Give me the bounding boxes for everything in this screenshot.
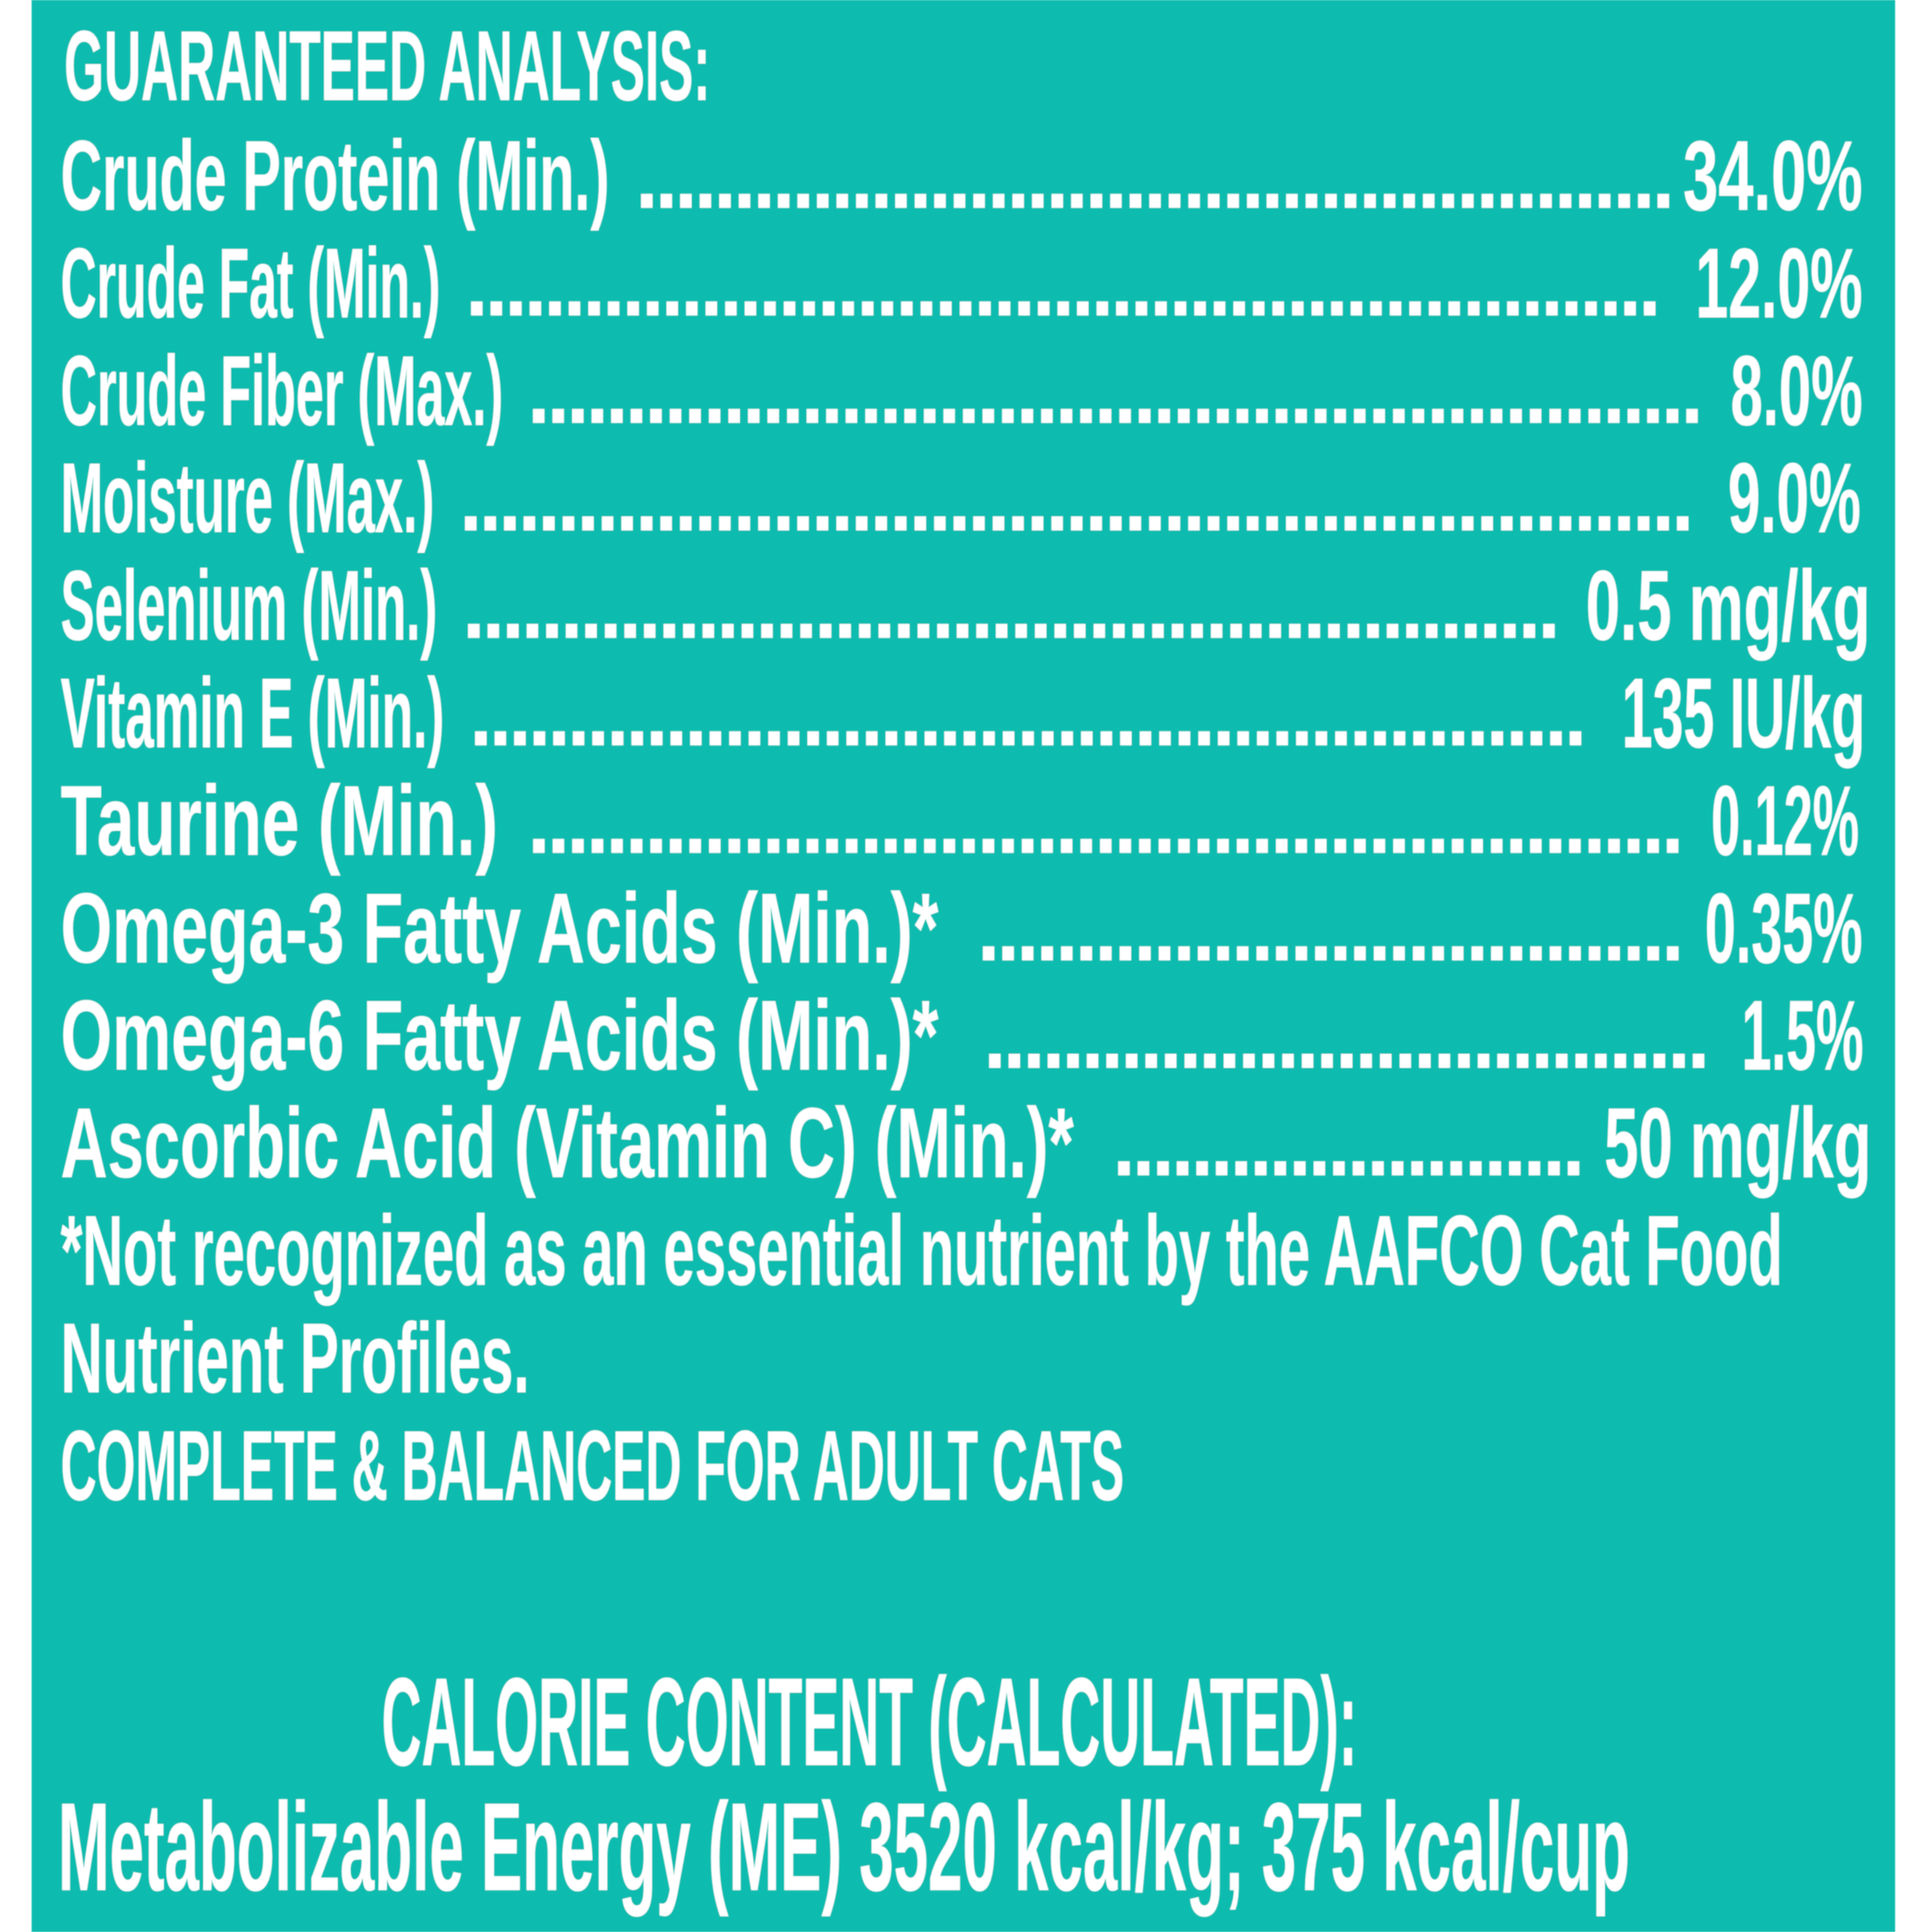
svg-text:12.0%: 12.0% xyxy=(1696,227,1863,338)
svg-text:50 mg/kg: 50 mg/kg xyxy=(1604,1088,1871,1199)
svg-text:8.0%: 8.0% xyxy=(1731,335,1863,446)
svg-text:Ascorbic Acid (Vitamin C) (Min: Ascorbic Acid (Vitamin C) (Min.)* xyxy=(61,1088,1074,1199)
svg-text:Crude Fiber (Max.): Crude Fiber (Max.) xyxy=(61,335,503,446)
svg-text:Metabolizable Energy (ME) 3520: Metabolizable Energy (ME) 3520 kcal/kg; … xyxy=(58,1777,1630,1917)
svg-text:9.0%: 9.0% xyxy=(1728,443,1861,553)
svg-text:Nutrient Profiles.: Nutrient Profiles. xyxy=(61,1302,530,1413)
svg-text:Crude Protein (Min.): Crude Protein (Min.) xyxy=(61,120,609,231)
svg-text:Omega-6 Fatty Acids (Min.)*: Omega-6 Fatty Acids (Min.)* xyxy=(61,980,939,1091)
svg-text:Omega-3 Fatty Acids (Min.)*: Omega-3 Fatty Acids (Min.)* xyxy=(61,873,939,984)
svg-text:Selenium (Min.): Selenium (Min.) xyxy=(61,551,437,661)
svg-text:0.35%: 0.35% xyxy=(1705,873,1863,984)
svg-text:CALORIE CONTENT (CALCULATED):: CALORIE CONTENT (CALCULATED): xyxy=(382,1653,1358,1792)
svg-text:Taurine (Min.): Taurine (Min.) xyxy=(61,765,498,876)
svg-text:1.5%: 1.5% xyxy=(1741,980,1864,1091)
svg-text:0.5 mg/kg: 0.5 mg/kg xyxy=(1586,551,1871,661)
svg-text:Vitamin E (Min.): Vitamin E (Min.) xyxy=(61,658,444,768)
svg-text:GUARANTEED ANALYSIS:: GUARANTEED ANALYSIS: xyxy=(64,11,710,121)
svg-text:Crude Fat (Min.): Crude Fat (Min.) xyxy=(61,227,441,338)
svg-text:*Not recognized as an essentia: *Not recognized as an essential nutrient… xyxy=(61,1195,1783,1306)
svg-text:34.0%: 34.0% xyxy=(1683,120,1864,231)
svg-text:135 IU/kg: 135 IU/kg xyxy=(1622,658,1865,768)
svg-text:Moisture (Max.): Moisture (Max.) xyxy=(61,443,435,553)
svg-text:COMPLETE & BALANCED FOR ADULT: COMPLETE & BALANCED FOR ADULT CATS xyxy=(61,1410,1124,1521)
svg-text:0.12%: 0.12% xyxy=(1712,765,1860,876)
